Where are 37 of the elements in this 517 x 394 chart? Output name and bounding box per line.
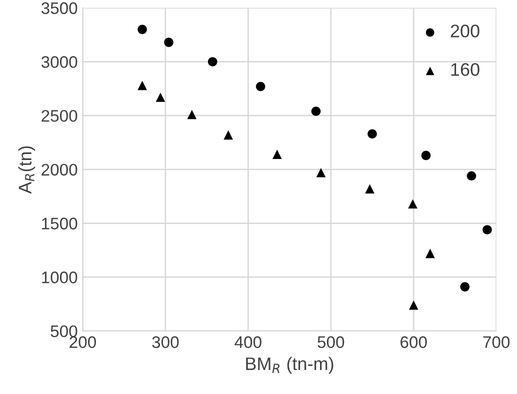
x-tick-label: 600 xyxy=(400,336,427,348)
legend-label: 200 xyxy=(450,24,480,38)
point xyxy=(466,171,476,181)
point xyxy=(425,248,435,258)
point xyxy=(156,92,166,102)
x-tick-label: 500 xyxy=(318,336,344,348)
x-tick-label: 400 xyxy=(234,336,262,348)
point xyxy=(311,106,321,116)
point xyxy=(408,199,418,209)
point xyxy=(482,225,492,234)
y-tick-label: 500 xyxy=(50,325,78,338)
point xyxy=(256,82,266,92)
point xyxy=(187,110,197,120)
y-tick-label: 1000 xyxy=(42,272,78,284)
point xyxy=(272,150,282,159)
point xyxy=(316,168,326,178)
x-tick-label: 700 xyxy=(483,336,510,348)
legend-label: 160 xyxy=(451,63,480,76)
point xyxy=(208,57,218,66)
x-tick-label: 300 xyxy=(152,336,179,348)
point xyxy=(138,80,147,90)
point xyxy=(138,24,147,34)
y-tick-label: 2000 xyxy=(42,164,78,176)
y-tick-label: 3000 xyxy=(41,56,78,68)
point xyxy=(368,129,377,139)
y-axis-title: A$_{R}$(tn) xyxy=(18,146,36,194)
point xyxy=(408,300,418,310)
x-tick-label: 200 xyxy=(70,336,96,348)
point xyxy=(365,184,374,194)
y-tick-label: 2500 xyxy=(42,110,78,122)
point xyxy=(421,150,431,160)
y-tick-label: 3500 xyxy=(41,2,78,14)
point xyxy=(460,282,470,292)
y-tick-label: 1500 xyxy=(42,218,78,230)
point xyxy=(164,38,174,47)
x-axis-title: BM$_{R}$ (tn-m) xyxy=(246,356,334,374)
point xyxy=(224,130,233,140)
